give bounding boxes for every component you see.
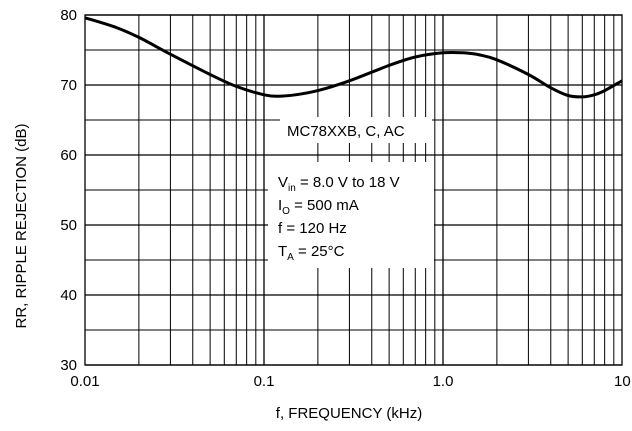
y-tick-label: 30 — [60, 357, 77, 374]
y-tick-label: 80 — [60, 7, 77, 24]
annotation-line: f = 120 Hz — [278, 220, 347, 237]
plot-frame — [84, 14, 623, 366]
plot-border — [84, 14, 623, 366]
annotation-line: Vin = 8.0 V to 18 V — [278, 174, 400, 194]
y-tick-label: 60 — [60, 147, 77, 164]
series-line — [84, 16, 623, 99]
annotation-line: TA = 25°C — [278, 243, 345, 263]
x-tick-label: 0.01 — [70, 373, 99, 390]
y-tick-labels: 30 40 50 60 70 80 — [60, 7, 77, 374]
y-tick-label: 70 — [60, 77, 77, 94]
x-axis-label: f, FREQUENCY (kHz) — [276, 405, 422, 422]
annotation-params-box — [268, 162, 434, 268]
y-tick-label: 40 — [60, 287, 77, 304]
y-axis-label: RR, RIPPLE REJECTION (dB) — [13, 123, 30, 328]
annotation-title: MC78XXB, C, AC — [287, 123, 405, 140]
annotation-line: IO = 500 mA — [278, 197, 359, 217]
x-tick-label: 10 — [614, 373, 631, 390]
annotation-lines: Vin = 8.0 V to 18 V IO = 500 mA f = 120 Hz… — [278, 174, 400, 263]
x-tick-label: 1.0 — [433, 373, 454, 390]
x-tick-labels: 0.01 0.1 1.0 10 — [70, 373, 630, 390]
annotation-title-box — [280, 117, 432, 143]
x-tick-label: 0.1 — [254, 373, 275, 390]
y-tick-label: 50 — [60, 217, 77, 234]
